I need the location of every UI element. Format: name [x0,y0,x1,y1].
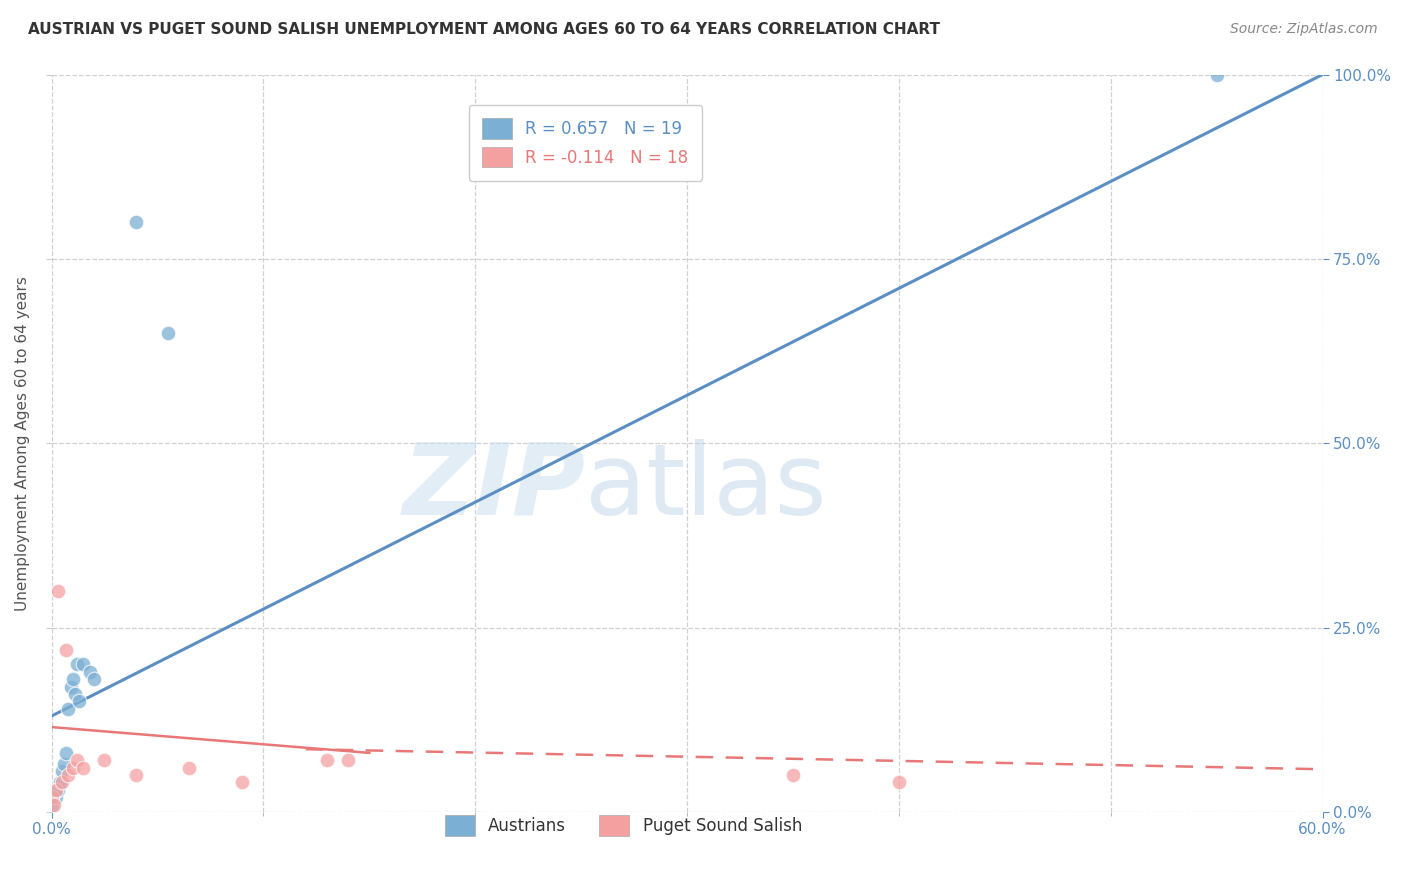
Text: Source: ZipAtlas.com: Source: ZipAtlas.com [1230,22,1378,37]
Text: atlas: atlas [585,439,827,536]
Point [66,657,89,672]
Point [72,761,94,775]
Point [42,797,65,812]
Point [51,775,73,789]
Y-axis label: Unemployment Among Ages 60 to 64 years: Unemployment Among Ages 60 to 64 years [15,276,30,611]
Text: AUSTRIAN VS PUGET SOUND SALISH UNEMPLOYMENT AMONG AGES 60 TO 64 YEARS CORRELATIO: AUSTRIAN VS PUGET SOUND SALISH UNEMPLOYM… [28,22,941,37]
Point [55,746,77,760]
Point [55,642,77,657]
Point [157,326,180,340]
Point [72,657,94,672]
Point [66,753,89,767]
Point [782,768,804,782]
Point [46,782,69,797]
Point [1205,68,1227,82]
Point [83,672,105,686]
Point [337,753,360,767]
Point [231,775,253,789]
Point [45,790,67,805]
Point [316,753,339,767]
Point [49,775,72,789]
Point [58,701,80,715]
Point [41,797,63,812]
Point [67,694,90,708]
Point [62,761,84,775]
Point [46,583,69,598]
Point [887,775,910,789]
Point [179,761,201,775]
Point [63,687,86,701]
Point [125,215,148,229]
Point [62,672,84,686]
Point [58,768,80,782]
Legend: Austrians, Puget Sound Salish: Austrians, Puget Sound Salish [436,807,810,844]
Point [93,753,115,767]
Point [45,782,67,797]
Point [51,764,73,779]
Text: ZIP: ZIP [402,439,585,536]
Point [59,680,82,694]
Point [125,768,148,782]
Point [41,790,63,805]
Point [53,756,76,771]
Point [79,665,101,679]
